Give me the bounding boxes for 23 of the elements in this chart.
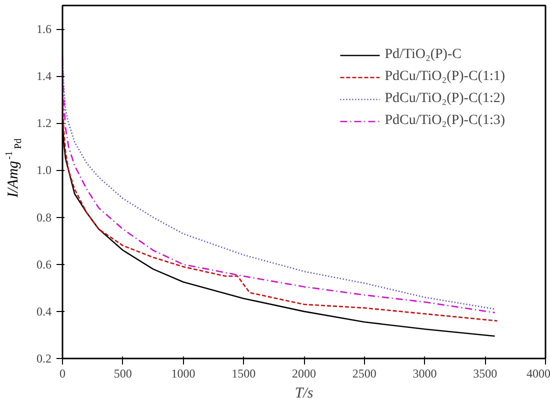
- y-tick-label: 1.6: [36, 22, 52, 36]
- y-tick-label: 1.0: [36, 163, 52, 178]
- x-tick-label: 3500: [473, 366, 498, 380]
- legend-label: Pd/TiO₂(P)-C: [384, 47, 462, 63]
- x-tick-label: 2000: [292, 366, 316, 380]
- y-tick-label: 1.4: [36, 69, 52, 84]
- y-tick-label: 0.8: [36, 210, 52, 224]
- y-tick-label: 0.4: [36, 304, 52, 318]
- y-tick-label: 1.2: [36, 116, 52, 130]
- y-tick-label: 0.2: [36, 352, 52, 366]
- legend-label: PdCu/TiO₂(P)-C(1:1): [384, 69, 505, 85]
- legend-label: PdCu/TiO₂(P)-C(1:3): [384, 113, 505, 129]
- x-tick-label: 3000: [412, 366, 437, 380]
- y-axis-title: I/Amg-1Pd: [4, 138, 24, 199]
- x-axis-title: T/s: [294, 386, 314, 402]
- x-tick-label: 1000: [171, 366, 196, 380]
- x-tick-label: 500: [114, 366, 132, 380]
- x-tick-label: 0: [60, 366, 66, 380]
- y-tick-label: 0.6: [36, 257, 52, 272]
- x-tick-label: 1500: [232, 366, 256, 380]
- x-tick-label: 4000: [526, 366, 550, 380]
- legend-label: PdCu/TiO₂(P)-C(1:2): [384, 91, 505, 107]
- x-tick-label: 2500: [352, 366, 376, 380]
